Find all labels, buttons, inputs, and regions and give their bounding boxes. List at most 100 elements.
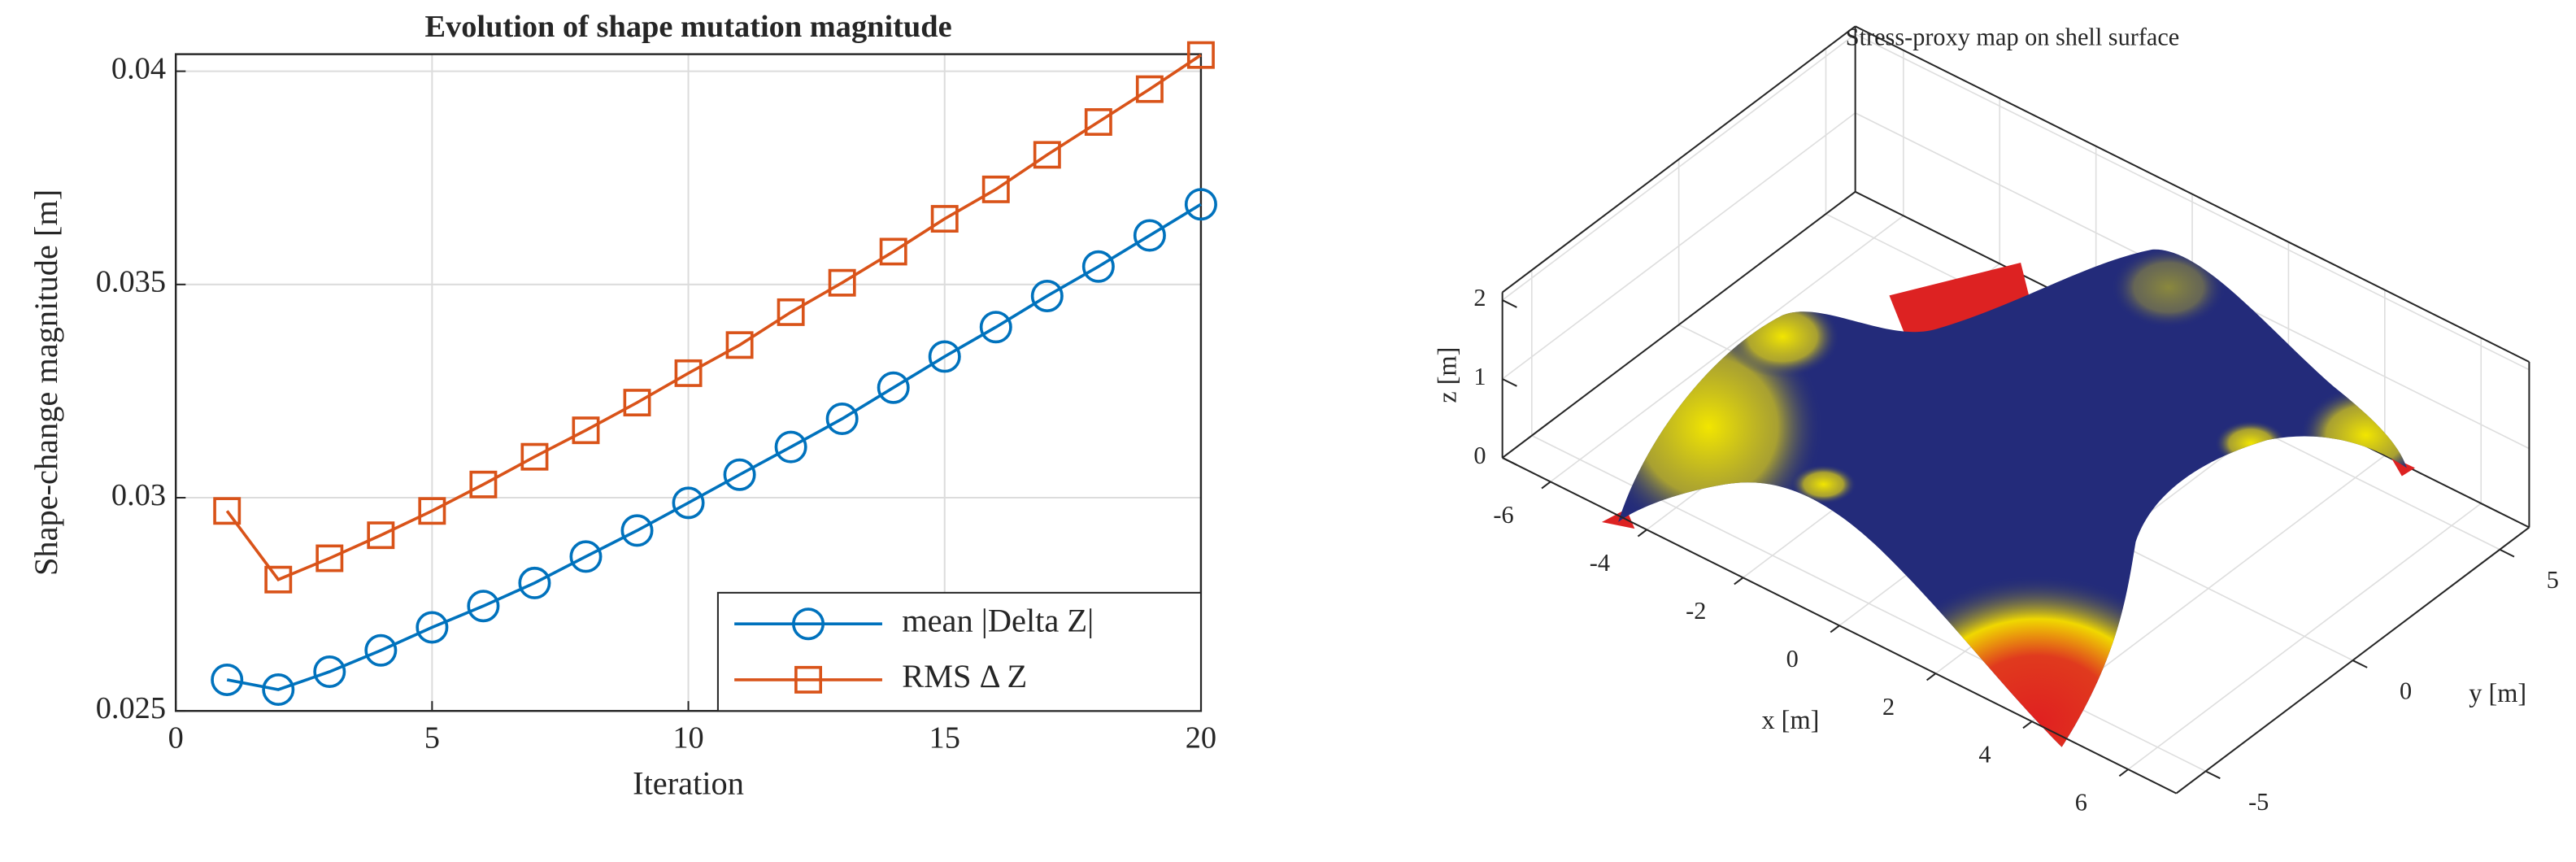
- data-point: [1133, 219, 1166, 252]
- x-tick: [1734, 577, 1744, 586]
- x-tick: [2022, 721, 2033, 729]
- chart-title: Stress-proxy map on shell surface: [1846, 23, 2180, 50]
- data-point: [877, 371, 910, 404]
- data-point: [569, 540, 603, 573]
- z-tick-label: 2: [1473, 284, 1486, 311]
- data-point: [469, 470, 498, 498]
- data-point: [828, 268, 856, 297]
- data-point: [264, 565, 293, 594]
- x-tick-label: 6: [2075, 789, 2087, 816]
- x-tick: [1925, 673, 1937, 681]
- data-point: [416, 611, 449, 644]
- y-tick-label: 0.04: [111, 51, 166, 85]
- z-tick: [1502, 378, 1517, 387]
- legend-marker: [794, 665, 823, 694]
- data-point: [367, 521, 395, 550]
- x-tick-label: 10: [672, 721, 703, 755]
- data-point: [262, 673, 295, 707]
- grid-line: [1855, 33, 2530, 371]
- legend-label: RMS Δ Z: [902, 658, 1027, 694]
- data-point: [313, 655, 346, 688]
- z-tick-label: 1: [1473, 363, 1486, 390]
- z-tick: [1502, 299, 1517, 308]
- series-line: [226, 202, 1202, 691]
- data-point: [774, 430, 807, 464]
- data-point: [1030, 279, 1064, 312]
- x-tick-label: 20: [1186, 721, 1216, 755]
- y-tick-label: 0.025: [96, 691, 166, 725]
- surface-highlight: [2214, 420, 2287, 467]
- surface-highlight: [1791, 464, 1857, 504]
- x-tick-label: -6: [1493, 501, 1513, 529]
- data-point: [979, 311, 1012, 344]
- data-point: [1184, 188, 1217, 221]
- data-point: [364, 633, 398, 667]
- data-point: [518, 566, 551, 599]
- y-axis-label: y [m]: [2469, 678, 2526, 707]
- x-tick-label: 4: [1978, 741, 1991, 768]
- x-tick: [1637, 529, 1647, 538]
- data-point: [315, 544, 344, 572]
- y-tick-label: 0.03: [111, 478, 166, 512]
- data-point: [1033, 141, 1061, 169]
- legend: mean |Delta Z| RMS Δ Z: [716, 591, 1202, 712]
- x-tick-label: -4: [1590, 549, 1610, 577]
- data-point: [1135, 75, 1164, 103]
- data-point: [777, 298, 805, 326]
- data-point: [1186, 41, 1215, 69]
- data-point: [620, 514, 654, 547]
- z-tick-label: 0: [1473, 442, 1486, 469]
- data-point: [723, 458, 756, 491]
- y-tick-label: 0: [2400, 677, 2412, 705]
- data-point: [467, 590, 500, 623]
- x-axis-label: x [m]: [1761, 705, 1819, 734]
- box-edge: [1855, 25, 2530, 363]
- series-line: [225, 54, 1202, 581]
- surface-highlight: [2111, 249, 2226, 329]
- data-point: [213, 497, 242, 525]
- x-tick: [1541, 481, 1551, 490]
- y-tick-label: -5: [2248, 788, 2269, 816]
- x-axis-label: Iteration: [633, 764, 744, 801]
- data-point: [1081, 250, 1115, 283]
- data-point: [928, 340, 961, 373]
- box-edge: [1502, 191, 1856, 459]
- data-point: [725, 331, 754, 359]
- grid-line: [1502, 112, 1856, 380]
- legend-marker: [792, 607, 825, 641]
- x-tick-label: 0: [1786, 645, 1799, 673]
- data-point: [572, 416, 600, 445]
- box-edge: [1502, 25, 1856, 294]
- y-tick: [2499, 548, 2515, 558]
- y-tick-label: 0.035: [96, 265, 166, 299]
- x-tick: [2118, 768, 2129, 777]
- y-tick-label: 5: [2547, 566, 2559, 594]
- axes-box: [174, 53, 1203, 712]
- data-point: [674, 359, 703, 387]
- x-tick-label: 15: [929, 721, 960, 755]
- data-point: [418, 497, 446, 525]
- x-tick: [1830, 625, 1840, 633]
- x-tick-label: 5: [424, 721, 440, 755]
- data-point: [520, 442, 549, 471]
- x-tick-label: -2: [1686, 597, 1706, 625]
- y-tick: [2205, 770, 2221, 780]
- z-axis-label: z [m]: [1432, 347, 1461, 403]
- data-point: [1084, 108, 1112, 136]
- data-point: [672, 486, 705, 520]
- y-axis-label: Shape-change magnitude [m]: [28, 189, 64, 576]
- data-point: [930, 205, 959, 233]
- x-tick-label: 0: [168, 721, 184, 755]
- chart-title: Evolution of shape mutation magnitude: [424, 10, 951, 44]
- z-tick: [1502, 457, 1517, 466]
- y-tick: [2352, 660, 2368, 668]
- data-point: [879, 237, 907, 266]
- grid-line: [1502, 33, 1856, 301]
- data-point: [825, 403, 859, 436]
- data-point: [623, 389, 651, 417]
- data-point: [211, 663, 244, 696]
- legend-label: mean |Delta Z|: [902, 603, 1094, 639]
- data-point: [981, 175, 1010, 203]
